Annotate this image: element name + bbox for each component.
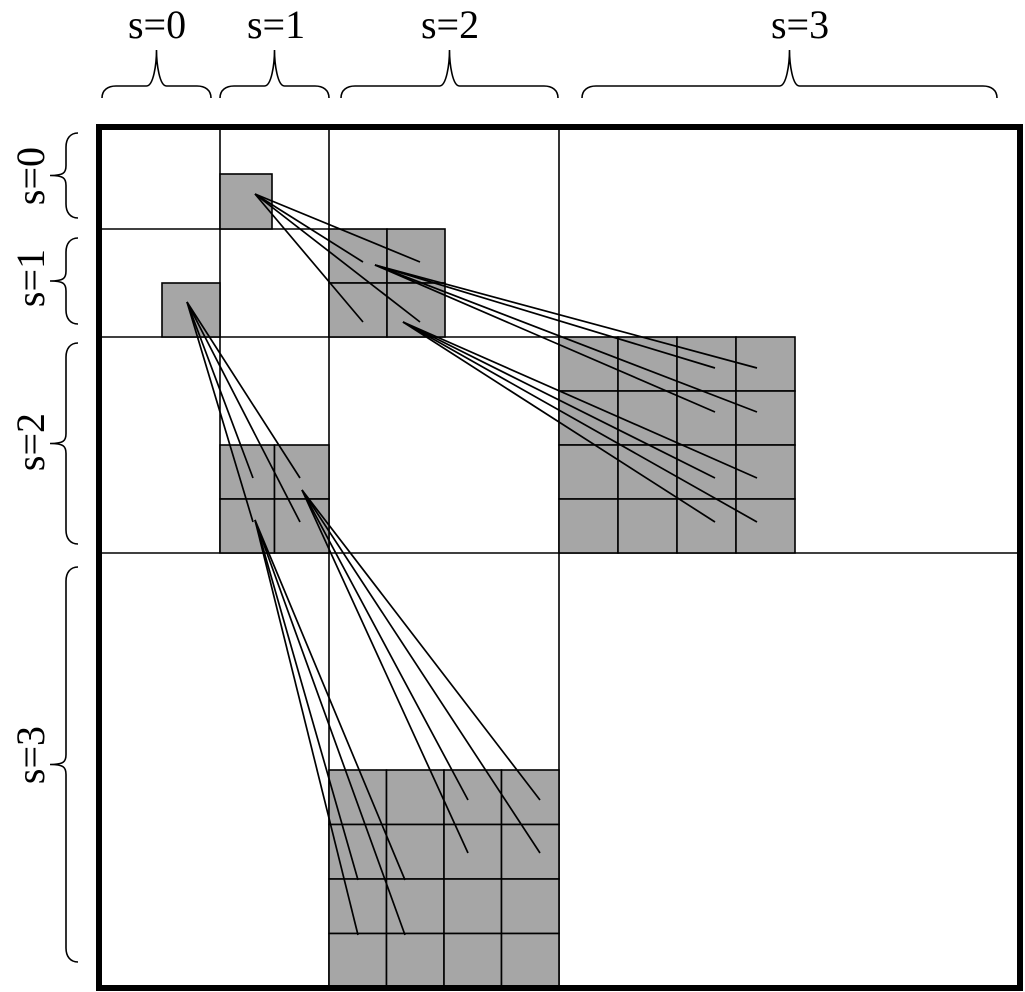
top-label-s2: s=2 [421, 2, 479, 47]
block-e-cell [558, 390, 619, 446]
fan-f-line [301, 489, 469, 801]
fan-b-line [186, 301, 254, 523]
top-brace-s1 [219, 49, 330, 99]
block-f-cell [443, 878, 503, 935]
left-label-s0: s=0 [8, 147, 53, 205]
block-f-cell [328, 878, 388, 935]
block-c-cell [386, 228, 446, 284]
block-e-cell [676, 336, 737, 392]
fan-f-line [301, 489, 541, 801]
shaded-blocks [161, 173, 796, 989]
block-f-cell [328, 823, 388, 880]
block-e-cell [558, 498, 619, 554]
fan-c-line [374, 264, 716, 369]
fan-f-line [301, 489, 541, 854]
block-d-cell [273, 498, 330, 554]
fan-e-line [254, 519, 406, 936]
fan-d-line [402, 321, 716, 523]
top-brace-s0 [101, 49, 212, 99]
fan-e-line [254, 519, 359, 936]
block-e-cell [676, 498, 737, 554]
block-f-cell [443, 769, 503, 826]
fan-c-line [374, 264, 758, 369]
block-e-cell [558, 444, 619, 500]
block-f-cell [500, 769, 560, 826]
fan-a-line [254, 193, 421, 323]
block-f-cell [500, 932, 560, 989]
fan-b-line [186, 301, 301, 523]
block-f-cell [328, 932, 388, 989]
block-e-cell [735, 444, 796, 500]
left-brace-s3 [49, 566, 79, 963]
block-e-cell [735, 336, 796, 392]
fan-e-line [254, 519, 406, 881]
fan-b-line [186, 301, 254, 479]
left-brace-s0 [49, 132, 79, 219]
block-e-cell [617, 390, 678, 446]
fan-d-line [402, 321, 758, 523]
block-f-cell [328, 769, 388, 826]
top-label-s1: s=1 [247, 2, 305, 47]
block-f-cell [385, 823, 445, 880]
fan-a-line [254, 193, 364, 323]
block-e-cell [617, 498, 678, 554]
block-e-cell [676, 444, 737, 500]
block-d-cell [219, 498, 276, 554]
top-scale-braces [101, 49, 998, 99]
block-e-cell [735, 498, 796, 554]
block-e-cell [558, 336, 619, 392]
fan-f-line [301, 489, 469, 854]
fan-c-line [374, 264, 716, 413]
left-label-s3: s=3 [8, 726, 53, 784]
fan-e-line [254, 519, 359, 881]
block-f-cell [385, 878, 445, 935]
fan-d-line [402, 321, 716, 479]
connection-lines [186, 193, 758, 936]
top-label-s3: s=3 [771, 2, 829, 47]
left-scale-braces [49, 132, 79, 963]
left-brace-s2 [49, 342, 79, 545]
outer-frame [96, 124, 1023, 991]
block-f-cell [500, 823, 560, 880]
fan-b-line [186, 301, 301, 479]
top-brace-s3 [581, 49, 998, 99]
top-brace-s2 [340, 49, 559, 99]
fan-a-line [254, 193, 421, 263]
top-label-s0: s=0 [128, 2, 186, 47]
fan-a-line [254, 193, 364, 263]
block-d-cell [219, 444, 276, 500]
left-label-s1: s=1 [8, 249, 53, 307]
fan-c-line [374, 264, 758, 413]
left-label-s2: s=2 [8, 413, 53, 471]
block-f-cell [443, 823, 503, 880]
left-brace-s1 [49, 237, 79, 325]
block-f-cell [443, 932, 503, 989]
block-f-cell [385, 769, 445, 826]
block-f-cell [385, 932, 445, 989]
block-f-cell [500, 878, 560, 935]
fan-d-line [402, 321, 758, 479]
block-e-cell [735, 390, 796, 446]
